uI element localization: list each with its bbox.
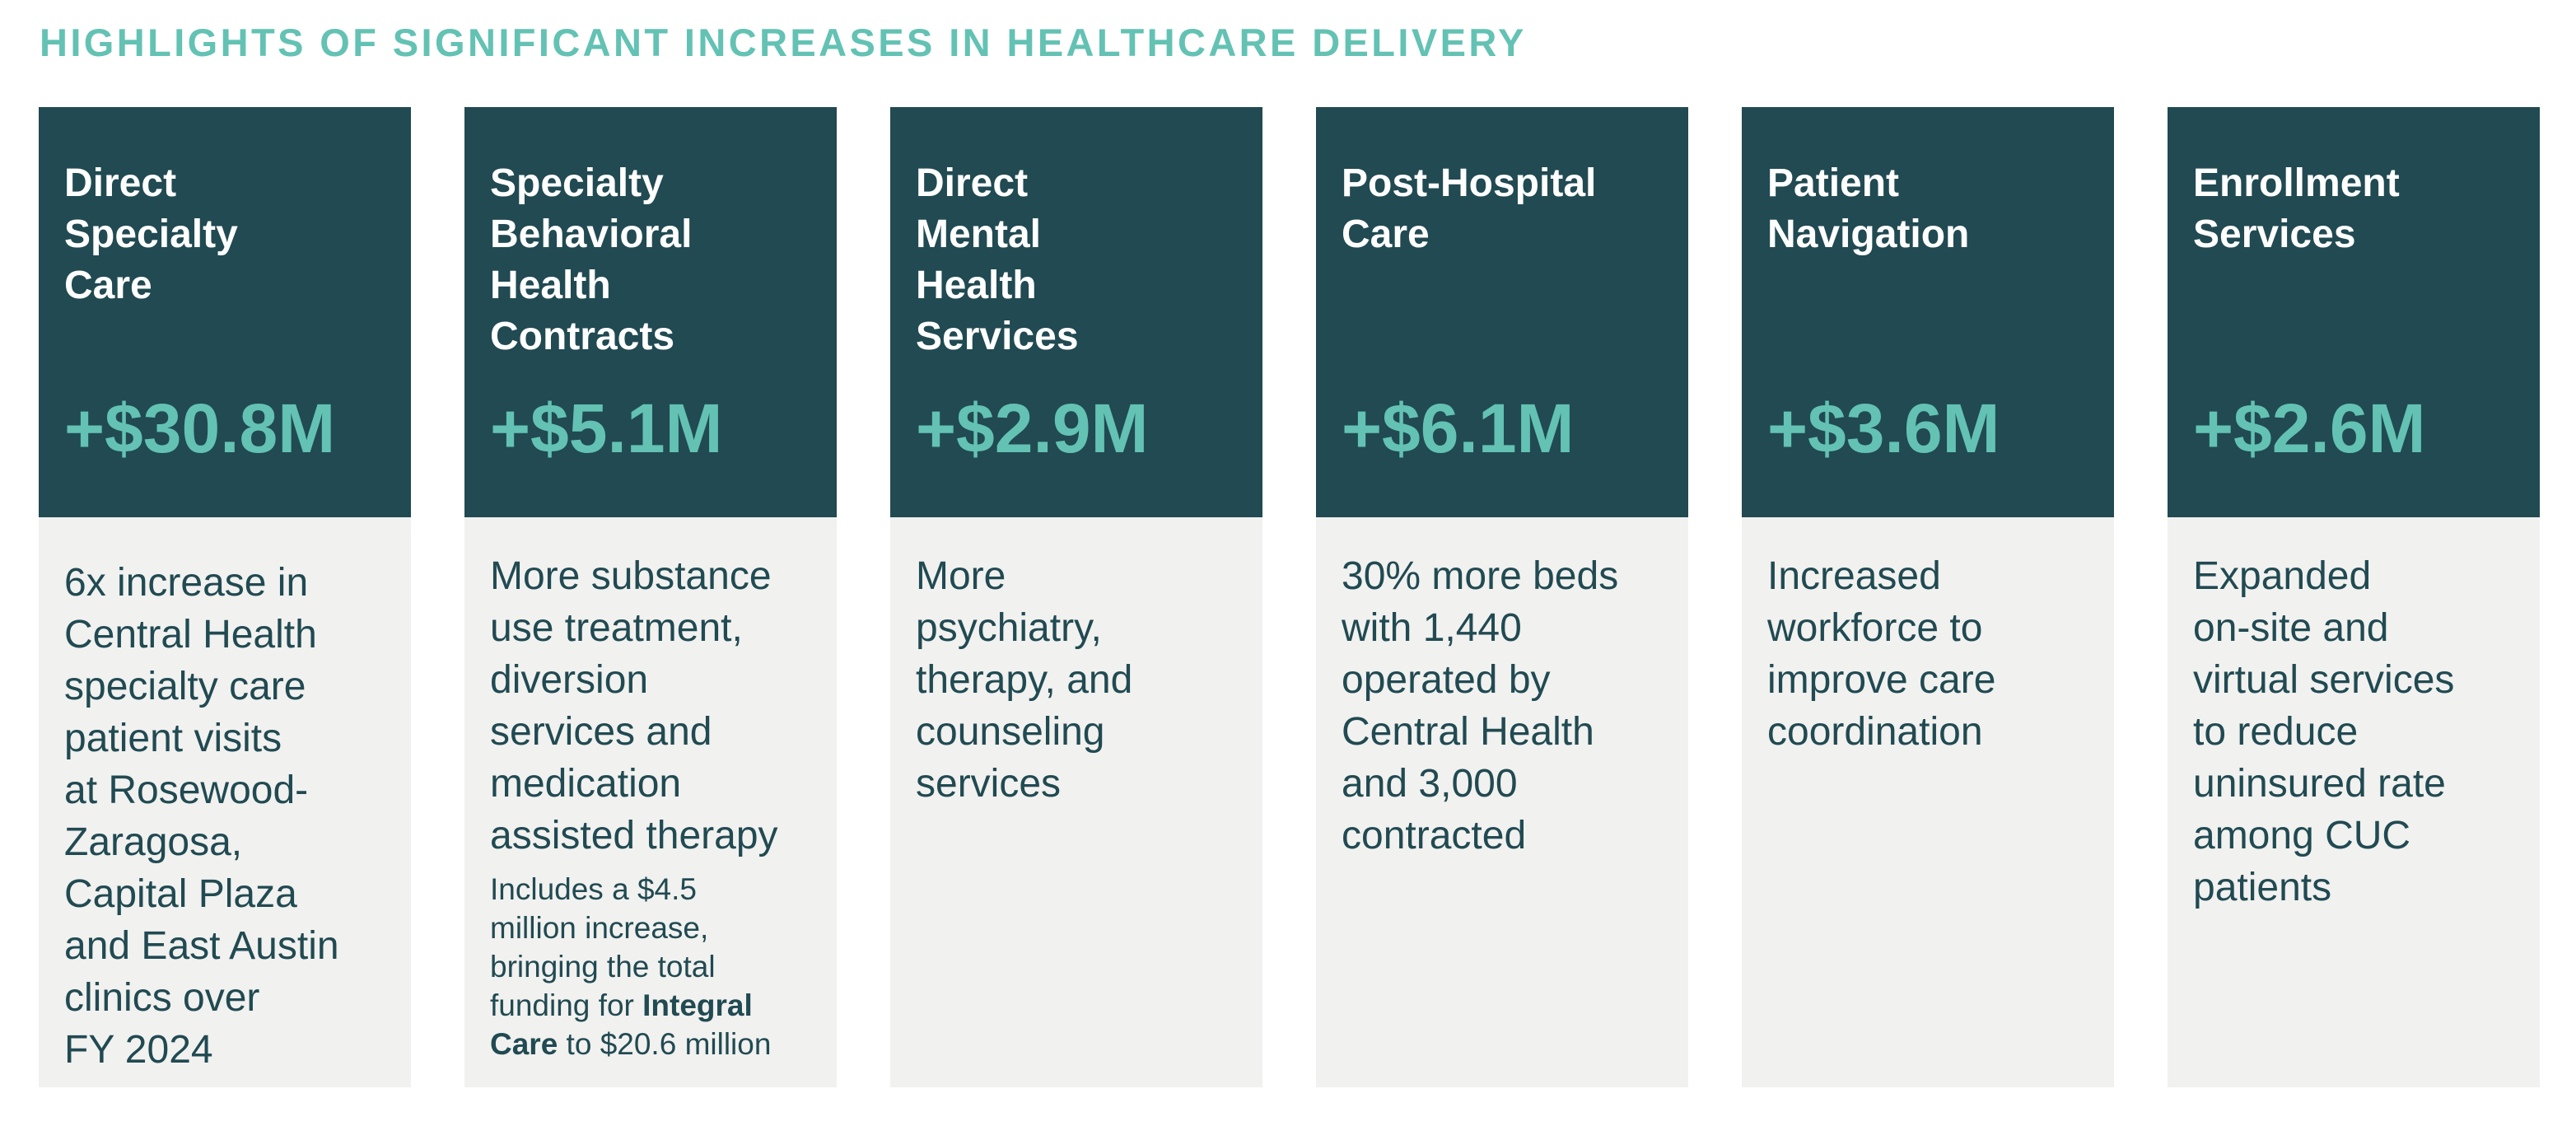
card-title: Direct Mental Health Services (916, 161, 1079, 358)
card-amount: +$2.6M (2193, 390, 2426, 467)
card-title: Post-Hospital Care (1342, 161, 1597, 256)
card-description: More psychiatry, therapy, and counseling… (916, 554, 1133, 806)
footnote-line: bringing the total (490, 950, 716, 983)
card-direct-specialty-care: Direct Specialty Care +$30.8M 6x increas… (39, 107, 411, 1087)
card-body: More psychiatry, therapy, and counseling… (890, 517, 1262, 1087)
card-direct-mental-health-services: Direct Mental Health Services +$2.9M Mor… (890, 107, 1262, 1087)
footnote-line: Includes a $4.5 (490, 872, 697, 906)
card-description: Increased workforce to improve care coor… (1767, 554, 1996, 754)
card-header: Specialty Behavioral Health Contracts +$… (464, 107, 837, 517)
card-amount: +$6.1M (1342, 390, 1575, 467)
card-amount: +$5.1M (490, 390, 723, 467)
card-description: Expanded on-site and virtual services to… (2193, 554, 2455, 909)
card-body: 30% more beds with 1,440 operated by Cen… (1316, 517, 1688, 1087)
card-title: Direct Specialty Care (64, 161, 238, 307)
card-title: Enrollment Services (2193, 161, 2400, 256)
card-footnote: Includes a $4.5 million increase, bringi… (490, 870, 828, 1063)
footnote-text: funding for (490, 988, 643, 1022)
card-specialty-behavioral-health-contracts: Specialty Behavioral Health Contracts +$… (464, 107, 837, 1087)
card-header: Patient Navigation +$3.6M (1742, 107, 2114, 517)
footnote-emphasis: Care (490, 1027, 558, 1061)
card-title: Specialty Behavioral Health Contracts (490, 161, 693, 358)
card-title: Patient Navigation (1767, 161, 1970, 256)
card-header: Post-Hospital Care +$6.1M (1316, 107, 1688, 517)
card-description: 30% more beds with 1,440 operated by Cen… (1342, 554, 1619, 857)
card-header: Direct Specialty Care +$30.8M (39, 107, 411, 517)
card-body: Increased workforce to improve care coor… (1742, 517, 2114, 1087)
card-post-hospital-care: Post-Hospital Care +$6.1M 30% more beds … (1316, 107, 1688, 1087)
card-body: Expanded on-site and virtual services to… (2168, 517, 2540, 1087)
card-description: 6x increase in Central Health specialty … (64, 561, 339, 1072)
footnote-line: Care to $20.6 million (490, 1025, 828, 1063)
card-body: More substance use treatment, diversion … (464, 517, 837, 1087)
card-description: More substance use treatment, diversion … (490, 554, 778, 857)
card-body: 6x increase in Central Health specialty … (39, 517, 411, 1087)
footnote-line: funding for Integral (490, 986, 828, 1025)
footnote-line: million increase, (490, 911, 709, 945)
card-amount: +$2.9M (916, 390, 1149, 467)
footnote-emphasis: Integral (642, 988, 753, 1022)
footnote-text: to $20.6 million (558, 1027, 772, 1061)
page-title: HIGHLIGHTS OF SIGNIFICANT INCREASES IN H… (40, 21, 1527, 64)
card-header: Enrollment Services +$2.6M (2168, 107, 2540, 517)
card-enrollment-services: Enrollment Services +$2.6M Expanded on-s… (2168, 107, 2540, 1087)
card-amount: +$3.6M (1767, 390, 2000, 467)
card-amount: +$30.8M (64, 390, 336, 467)
card-patient-navigation: Patient Navigation +$3.6M Increased work… (1742, 107, 2114, 1087)
card-header: Direct Mental Health Services +$2.9M (890, 107, 1262, 517)
